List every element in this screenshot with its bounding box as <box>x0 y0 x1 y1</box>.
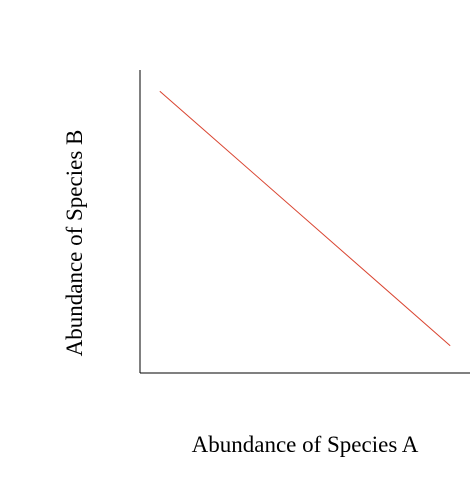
y-axis-label: Abundance of Species B <box>62 130 87 357</box>
x-axis-label: Abundance of Species A <box>192 432 419 457</box>
series-line-1 <box>159 90 451 347</box>
series-layer <box>159 90 451 347</box>
